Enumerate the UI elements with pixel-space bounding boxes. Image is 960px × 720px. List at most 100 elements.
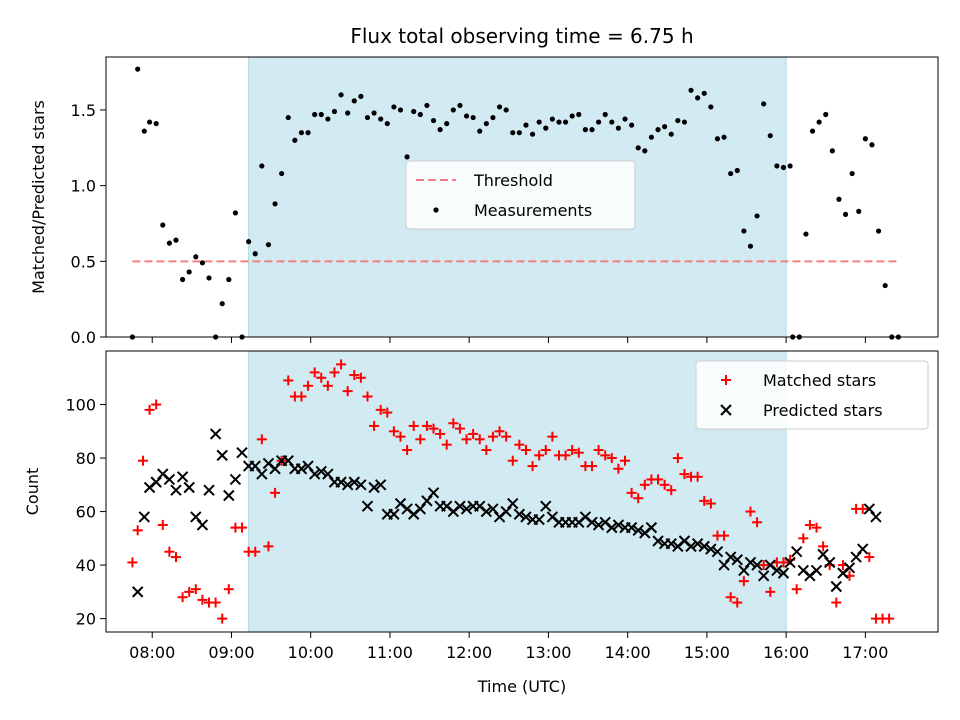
predicted-star-point	[150, 476, 162, 488]
matched-star-points	[127, 359, 895, 624]
measurement-point	[635, 145, 641, 151]
measurement-point	[411, 108, 417, 115]
measurement-point	[615, 125, 622, 131]
measurement-point	[219, 301, 225, 307]
legend-measurements-label: Measurements	[474, 201, 592, 220]
predicted-star-point	[176, 471, 189, 483]
measurement-point	[543, 125, 549, 131]
predicted-star-point	[691, 537, 704, 550]
measurement-point	[721, 134, 727, 140]
predicted-star-point	[632, 524, 644, 537]
matched-star-point	[362, 391, 373, 402]
measurement-point	[166, 240, 172, 246]
measurement-point	[463, 113, 470, 119]
predicted-star-point	[341, 479, 354, 491]
measurement-point	[179, 276, 186, 283]
measurement-point	[292, 137, 298, 143]
matched-star-point	[415, 434, 426, 445]
measurement-point	[160, 222, 166, 228]
x-tick-label: 10:00	[288, 643, 334, 662]
x-tick-label: 14:00	[605, 643, 651, 662]
figure-title: Flux total observing time = 6.75 h	[350, 24, 693, 48]
predicted-star-point	[361, 500, 374, 512]
y-tick-label: 80	[76, 449, 96, 468]
measurement-point	[609, 119, 615, 125]
predicted-star-point	[744, 556, 757, 569]
matched-star-point	[811, 522, 822, 533]
matched-star-point	[745, 506, 756, 517]
bottom-y-axis-label: Count	[23, 468, 42, 516]
predicted-star-point	[817, 548, 829, 561]
predicted-star-point	[533, 513, 545, 526]
matched-star-point	[600, 450, 611, 461]
measurement-point	[351, 98, 357, 104]
matched-star-point	[170, 552, 181, 563]
measurement-point	[662, 124, 668, 130]
measurement-point	[279, 170, 285, 177]
predicted-star-point	[771, 564, 783, 577]
measurement-point	[582, 127, 588, 133]
measurement-point	[655, 127, 661, 133]
measurement-point	[629, 122, 635, 128]
measurement-point	[549, 116, 555, 122]
predicted-star-point	[388, 508, 400, 520]
matched-star-point	[633, 493, 644, 504]
matched-star-point	[197, 594, 208, 605]
measurement-point	[298, 130, 305, 136]
matched-star-point	[540, 445, 551, 456]
matched-star-point	[190, 584, 201, 595]
bottom-axes-frame	[105, 350, 939, 633]
matched-star-point	[283, 375, 294, 386]
matched-star-point	[137, 455, 148, 466]
matched-star-point	[382, 407, 393, 418]
measurement-point	[734, 167, 740, 174]
matched-star-point	[369, 420, 380, 431]
matched-star-point	[593, 445, 604, 456]
matched-star-point	[164, 546, 175, 557]
predicted-star-point	[830, 580, 843, 593]
predicted-star-point	[368, 481, 380, 494]
predicted-star-point	[348, 476, 360, 488]
matched-star-point	[666, 485, 677, 496]
matched-star-point	[606, 453, 617, 464]
y-tick-label: 0.0	[71, 328, 96, 347]
predicted-star-point	[757, 570, 770, 582]
matched-star-point	[474, 434, 485, 445]
predicted-star-point	[138, 511, 151, 523]
measurement-point	[595, 119, 602, 125]
measurement-point	[856, 208, 862, 214]
measurement-point	[523, 122, 529, 128]
matched-star-point	[144, 404, 155, 415]
matched-star-point	[791, 584, 802, 595]
predicted-star-point	[256, 468, 268, 480]
measurement-point	[761, 101, 767, 107]
measurement-point	[232, 210, 239, 216]
matched-star-point	[336, 359, 347, 370]
matched-star-point	[468, 428, 479, 439]
matched-star-point	[342, 386, 353, 397]
matched-star-point	[620, 455, 631, 466]
matched-star-point	[884, 613, 895, 624]
matched-star-point	[184, 586, 195, 597]
measurement-point	[246, 239, 252, 245]
measurement-point	[272, 201, 278, 207]
measurement-point	[384, 120, 390, 127]
predicted-star-point	[131, 586, 144, 598]
matched-star-point	[270, 487, 281, 498]
measurement-point	[450, 107, 456, 113]
measurement-point	[780, 164, 787, 171]
bottom-legend: Matched stars Predicted stars	[695, 360, 929, 430]
top-axes-frame	[105, 56, 939, 338]
predicted-star-point	[751, 559, 763, 571]
measurement-point	[364, 114, 371, 121]
matched-star-point	[375, 404, 386, 415]
predicted-star-point	[236, 446, 248, 459]
measurement-point	[816, 119, 822, 125]
matched-star-point	[217, 613, 228, 624]
measurement-point	[536, 119, 542, 125]
measurement-point	[199, 260, 206, 266]
measurement-point	[875, 228, 882, 234]
measurement-point	[576, 111, 582, 118]
measurement-point	[675, 117, 681, 124]
measurement-point	[483, 120, 489, 127]
